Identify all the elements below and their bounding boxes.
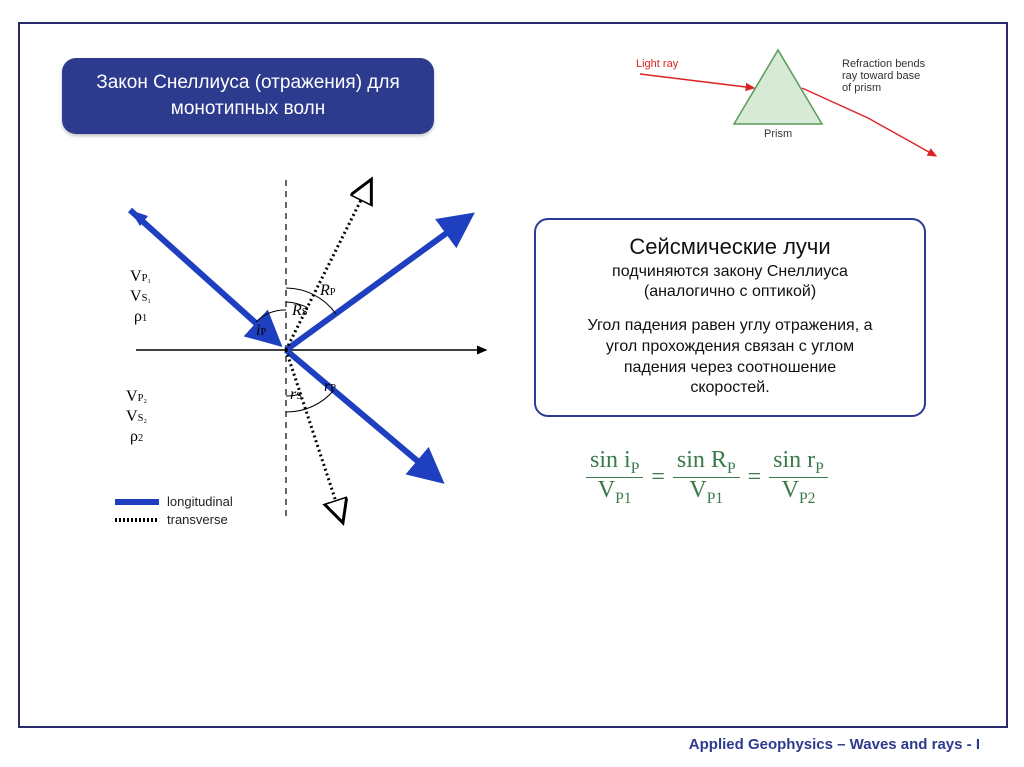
info-sub2: (аналогично с оптикой) xyxy=(548,282,912,302)
ray-diagram: iP RS RP rS rP VP₁ VS₁ ρ1 VP₂ VS₂ ρ2 xyxy=(70,160,490,530)
prism-left-label: Light ray xyxy=(636,58,678,70)
prism-right-label: Refraction bends ray toward base of pris… xyxy=(842,58,925,94)
angle-ip: iP xyxy=(256,322,266,340)
slide-footer: Applied Geophysics – Waves and rays - I xyxy=(689,736,980,753)
eq2: = xyxy=(748,464,762,491)
medium2-vs: VS₂ xyxy=(126,408,147,426)
angle-rs-top: RS xyxy=(292,302,308,320)
info-sub1: подчиняются закону Снеллиуса xyxy=(548,262,912,282)
title-line2: монотипных волн xyxy=(62,96,434,122)
snell-formula: sin iP VP1 = sin RP VP1 = sin rP VP2 xyxy=(586,448,828,507)
frac-1: sin iP VP1 xyxy=(586,448,643,507)
angle-rp-top: RP xyxy=(320,282,336,300)
angle-rp-bot: rP xyxy=(324,378,336,396)
prism-bottom-label: Prism xyxy=(764,128,792,140)
medium2-vp: VP₂ xyxy=(126,388,147,406)
legend-trans: transverse xyxy=(115,512,233,527)
frac-2: sin RP VP1 xyxy=(673,448,740,507)
medium1-vp: VP₁ xyxy=(130,268,151,286)
medium1-rho: ρ1 xyxy=(134,308,147,326)
medium1-vs: VS₁ xyxy=(130,288,151,306)
ray-svg xyxy=(70,160,490,530)
eq1: = xyxy=(651,464,665,491)
info-body: Угол падения равен углу отражения, а уго… xyxy=(548,316,912,399)
medium2-rho: ρ2 xyxy=(130,428,143,446)
info-box: Сейсмические лучи подчиняются закону Сне… xyxy=(534,218,926,417)
angle-rs-bot: rS xyxy=(290,386,302,404)
title-box: Закон Снеллиуса (отражения) для монотипн… xyxy=(62,58,434,134)
prism-svg xyxy=(628,32,988,172)
info-title: Сейсмические лучи xyxy=(548,234,912,260)
title-line1: Закон Снеллиуса (отражения) для xyxy=(62,70,434,96)
prism-diagram: Light ray Prism Refraction bends ray tow… xyxy=(628,32,988,172)
legend: longitudinal transverse xyxy=(115,494,233,530)
frac-3: sin rP VP2 xyxy=(769,448,828,507)
legend-long: longitudinal xyxy=(115,494,233,509)
